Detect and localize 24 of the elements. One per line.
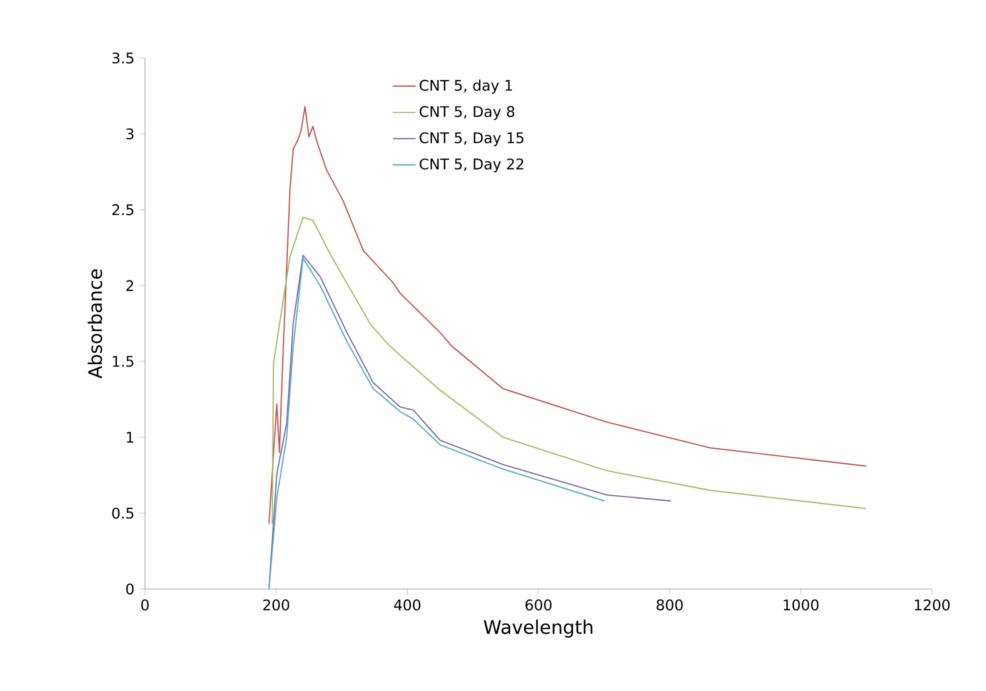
legend-label: CNT 5, Day 15 xyxy=(420,132,524,146)
x-tick-label: 200 xyxy=(263,599,290,610)
y-tick-label: 3.5 xyxy=(112,52,134,64)
line-series xyxy=(268,106,868,524)
y-tick-label: 3 xyxy=(126,128,134,140)
line-series xyxy=(272,216,868,524)
x-axis-title: Wavelength xyxy=(484,620,592,638)
legend-label: CNT 5, Day 8 xyxy=(420,106,514,120)
legend-label: CNT 5, day 1 xyxy=(420,80,512,94)
x-tick-label: 800 xyxy=(656,599,683,610)
x-tick-label: 1000 xyxy=(784,599,818,610)
line-series xyxy=(268,258,606,589)
x-tick-label: 1200 xyxy=(914,599,950,610)
x-tick-label: 400 xyxy=(394,599,420,610)
y-tick-label: 1 xyxy=(126,432,134,443)
y-tick-label: 2 xyxy=(126,280,134,292)
y-tick-label: 0.5 xyxy=(112,508,134,519)
y-axis-title: Absorbance xyxy=(88,269,102,378)
x-tick-label: 0 xyxy=(141,599,149,610)
y-tick-label: 1.5 xyxy=(112,356,134,367)
y-tick-label: 0 xyxy=(126,583,134,595)
x-tick-label: 600 xyxy=(526,599,552,610)
legend-label: CNT 5, Day 22 xyxy=(420,158,524,172)
y-tick-label: 2.5 xyxy=(112,204,134,216)
